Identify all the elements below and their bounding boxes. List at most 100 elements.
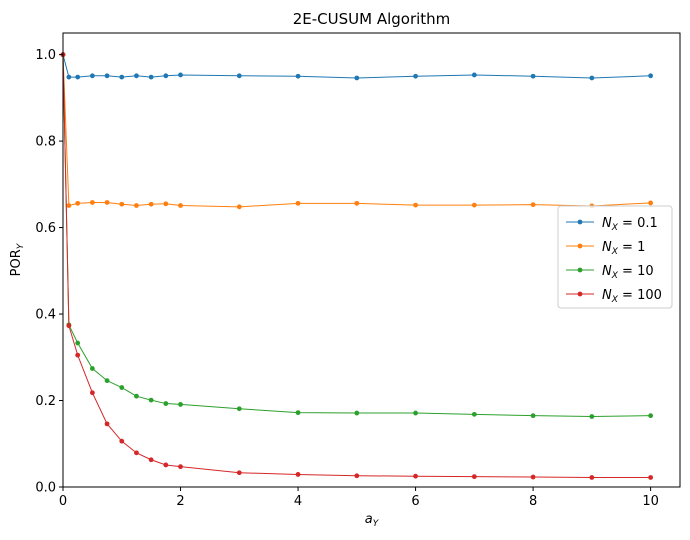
plot-frame [62, 32, 681, 488]
data-point [648, 413, 654, 419]
data-point [354, 75, 360, 81]
data-point [66, 74, 72, 80]
data-point [471, 474, 477, 480]
data-point [530, 413, 536, 419]
data-point [134, 450, 139, 456]
legend-swatch-marker [577, 219, 583, 225]
x-axis-label: aY [365, 512, 380, 529]
y-tick-label: 1.0 [35, 48, 56, 63]
data-point [413, 410, 418, 416]
data-point [354, 200, 360, 206]
x-tick-label: 6 [411, 494, 419, 509]
legend-swatch-marker [577, 291, 583, 297]
data-point [75, 200, 81, 206]
data-point [589, 414, 595, 419]
data-point [354, 410, 360, 416]
data-point [295, 73, 301, 79]
y-tick-label: 0.8 [35, 135, 56, 150]
data-point [148, 74, 154, 80]
series-3 [60, 52, 654, 480]
axes: 0 2 4 6 8 10 0.0 0.2 0.4 0.6 0.8 1.0 aY PORY [9, 32, 681, 529]
data-point [354, 473, 360, 479]
chart-title: 2E-CUSUM Algorithm [293, 10, 451, 28]
data-point [104, 73, 110, 79]
y-tick-label: 0.6 [35, 221, 56, 236]
data-point [89, 73, 95, 79]
data-point [648, 475, 654, 480]
data-point [530, 202, 536, 208]
series-1 [60, 52, 654, 210]
data-point [471, 72, 477, 78]
data-point [295, 200, 301, 206]
series-line-3 [62, 54, 651, 478]
series-line-1 [62, 54, 651, 208]
data-point [66, 323, 72, 329]
data-point [148, 457, 154, 463]
data-point [163, 201, 169, 207]
data-point [75, 340, 81, 346]
data-point [648, 200, 654, 206]
data-point [163, 462, 169, 468]
legend-box [557, 205, 673, 309]
data-point [89, 200, 95, 205]
data-point [178, 464, 183, 470]
data-point [178, 402, 183, 407]
legend-swatch-marker [577, 243, 583, 249]
data-point [236, 204, 242, 210]
data-point [471, 411, 477, 417]
y-axis-label: PORY [9, 242, 26, 276]
legend-item-1: NX = 1 [566, 240, 645, 257]
data-point [178, 72, 183, 78]
data-point [530, 73, 536, 79]
legend-label: NX = 10 [602, 264, 654, 281]
series-line-0 [62, 54, 651, 79]
data-point [134, 73, 139, 79]
legend: NX = 0.1 NX = 1 NX = 10 NX = 100 [557, 205, 673, 309]
data-point [413, 73, 418, 79]
x-tick-label: 10 [642, 494, 659, 509]
data-point [104, 421, 110, 427]
legend-label: NX = 0.1 [602, 216, 658, 233]
legend-label: NX = 100 [602, 288, 662, 305]
data-point [148, 201, 154, 207]
data-point [295, 410, 301, 416]
data-point [413, 202, 418, 208]
data-point [148, 397, 154, 403]
data-point [89, 390, 95, 396]
data-point [589, 75, 595, 81]
data-point [236, 73, 242, 79]
x-tick-label: 8 [529, 494, 537, 509]
series-line-2 [62, 54, 651, 418]
data-point [163, 73, 169, 79]
plot-area [60, 52, 654, 480]
data-point [471, 202, 477, 208]
data-point [530, 474, 536, 480]
y-tick-label: 0.0 [35, 481, 56, 496]
x-tick-label: 0 [59, 494, 67, 509]
series-2 [60, 52, 654, 419]
data-point [163, 401, 169, 406]
data-point [104, 378, 110, 384]
legend-label: NX = 1 [602, 240, 645, 257]
legend-item-2: NX = 10 [566, 264, 654, 281]
data-point [134, 203, 139, 208]
data-point [104, 200, 110, 205]
x-tick-label: 2 [176, 494, 184, 509]
data-point [295, 472, 301, 477]
data-point [589, 475, 595, 480]
data-point [134, 393, 139, 399]
legend-item-3: NX = 100 [566, 288, 662, 305]
y-tick-label: 0.4 [35, 308, 56, 323]
data-point [119, 385, 125, 390]
data-point [75, 352, 81, 358]
data-point [648, 73, 654, 79]
data-point [119, 438, 125, 444]
data-point [236, 470, 242, 476]
data-point [75, 74, 81, 80]
data-point [178, 203, 183, 208]
data-point [89, 366, 95, 371]
legend-item-0: NX = 0.1 [566, 216, 658, 233]
x-tick-label: 4 [294, 494, 302, 509]
data-point [119, 201, 125, 207]
